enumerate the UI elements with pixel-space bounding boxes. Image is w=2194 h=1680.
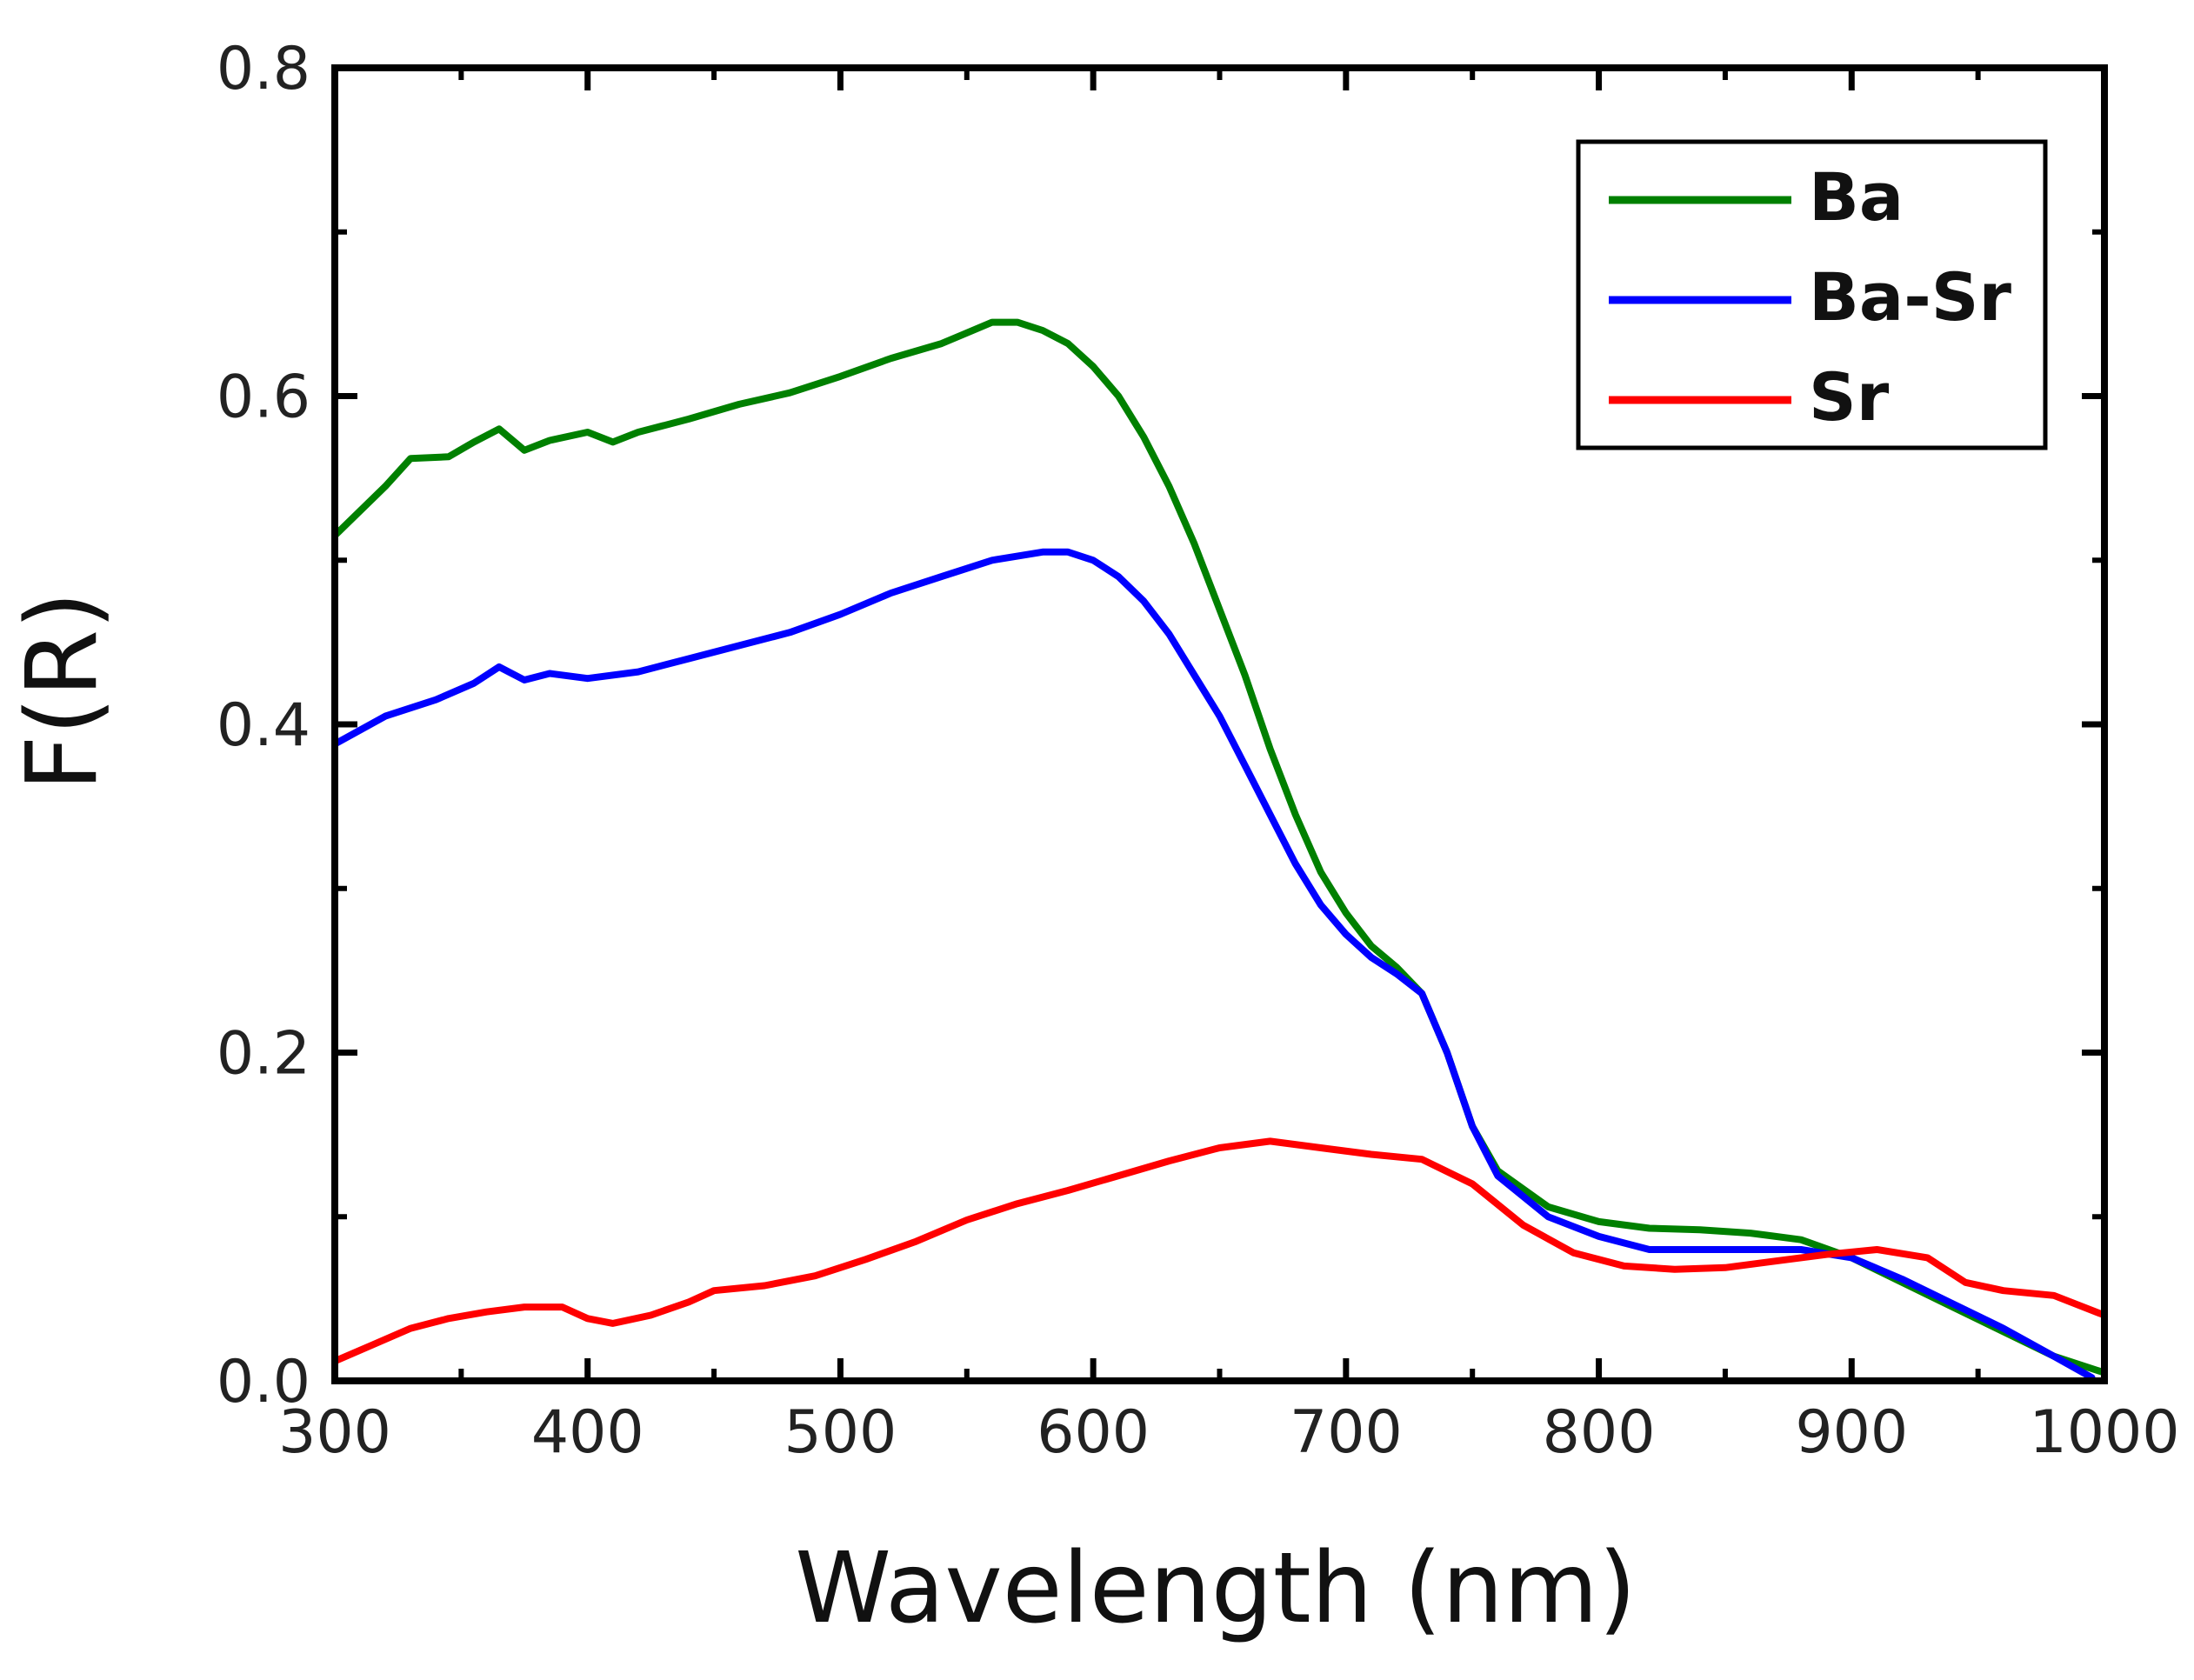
plot-frame	[331, 64, 2108, 1384]
series-lines	[331, 318, 2108, 1382]
x-tick-label: 300	[278, 1398, 391, 1467]
y-tick-label: 0.2	[217, 1020, 310, 1089]
x-tick-label: 600	[1037, 1398, 1150, 1467]
legend: Ba Ba-Sr Sr	[1576, 139, 2048, 450]
series-line-sr	[331, 1137, 2108, 1365]
x-tick-label: 900	[1795, 1398, 1908, 1467]
x-tick-label: 400	[531, 1398, 644, 1467]
series-line-ba-sr	[331, 548, 2096, 1382]
x-axis-ticks: 300 400 500 600 700 800 900 1000	[278, 68, 2180, 1467]
legend-label-ba: Ba	[1809, 158, 1904, 236]
x-tick-label: 800	[1543, 1398, 1656, 1467]
y-tick-label: 0.8	[217, 35, 310, 103]
x-tick-label: 500	[784, 1398, 897, 1467]
x-axis-title: Wavelength (nm)	[795, 1532, 1636, 1645]
y-tick-label: 0.4	[217, 691, 310, 760]
series-line-ba	[331, 318, 2108, 1377]
x-tick-label: 700	[1290, 1398, 1403, 1467]
x-tick-label: 1000	[2029, 1398, 2179, 1467]
y-tick-label: 0.0	[217, 1348, 310, 1417]
y-axis-ticks: 0.0 0.2 0.4 0.6 0.8	[217, 35, 2104, 1417]
y-tick-label: 0.6	[217, 363, 310, 432]
legend-label-ba-sr: Ba-Sr	[1809, 258, 2011, 336]
y-axis-title: F(R)	[6, 591, 119, 791]
legend-label-sr: Sr	[1809, 358, 1890, 436]
